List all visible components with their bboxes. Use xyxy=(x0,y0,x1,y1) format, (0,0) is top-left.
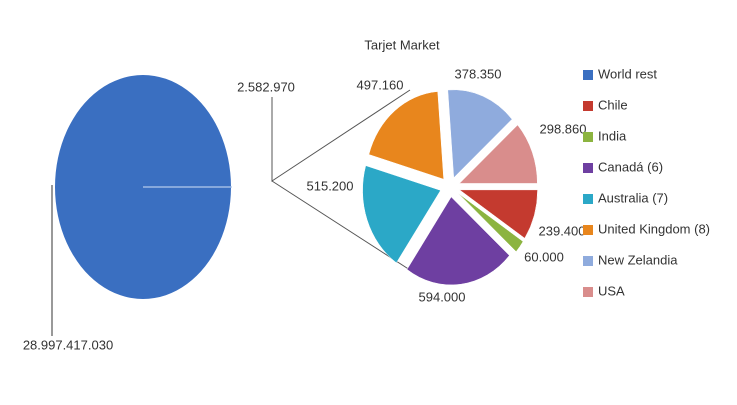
pie-slice xyxy=(368,91,444,180)
pie-slice xyxy=(362,165,441,264)
pie-slice xyxy=(458,189,538,239)
legend-swatch xyxy=(583,101,593,111)
data-label: 298.860 xyxy=(540,121,587,136)
legend-label: World rest xyxy=(598,66,657,81)
pie-slice xyxy=(447,89,513,179)
legend-swatch xyxy=(583,163,593,173)
pie-slice xyxy=(457,192,524,253)
legend-swatch xyxy=(583,194,593,204)
legend-swatch xyxy=(583,225,593,235)
legend-label: India xyxy=(598,128,627,143)
legend-label: USA xyxy=(598,283,625,298)
connector-line xyxy=(271,89,411,271)
pie-slice xyxy=(458,124,538,184)
legend-swatch xyxy=(583,132,593,142)
legend-label: Chile xyxy=(598,97,628,112)
data-label: 28.997.417.030 xyxy=(23,337,113,352)
data-label: 497.160 xyxy=(357,77,404,92)
data-label: 594.000 xyxy=(419,289,466,304)
data-label: 239.400 xyxy=(539,223,586,238)
chart-title: Tarjet Market xyxy=(364,37,440,52)
data-label: 378.350 xyxy=(455,66,502,81)
legend-label: Australia (7) xyxy=(598,190,668,205)
legend-swatch xyxy=(583,256,593,266)
data-label: 515.200 xyxy=(307,178,354,193)
legend-label: United Kingdom (8) xyxy=(598,221,710,236)
legend-swatch xyxy=(583,287,593,297)
legend-label: New Zelandia xyxy=(598,252,678,267)
data-label: 60.000 xyxy=(524,249,564,264)
data-label: 2.582.970 xyxy=(237,79,295,94)
pie-slice xyxy=(406,196,510,286)
legend-swatch xyxy=(583,70,593,80)
legend-label: Canadá (6) xyxy=(598,159,663,174)
